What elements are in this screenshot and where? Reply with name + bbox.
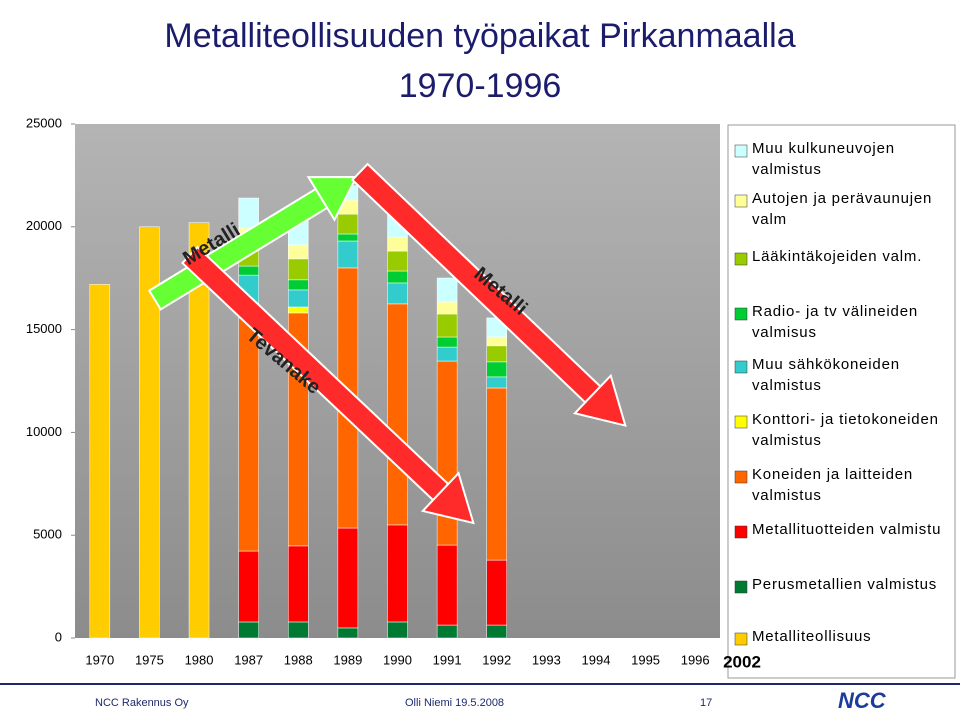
bar-segment: [436, 301, 458, 315]
bar-segment: [337, 233, 359, 242]
legend-swatch: [734, 632, 748, 646]
x-tick-label: 1991: [433, 652, 462, 667]
bar-segment: [387, 236, 408, 252]
bar-segment: [486, 387, 507, 561]
bar-segment: [288, 545, 309, 623]
bar-segment: [238, 550, 259, 623]
arrow: [147, 176, 359, 311]
bar-segment: [387, 270, 408, 284]
bar-segment: [188, 222, 210, 639]
logo: NCC: [838, 688, 887, 713]
bar-segment: [238, 265, 259, 276]
x-tick-label: 1995: [631, 652, 660, 667]
legend-label: Konttori- ja tietokoneiden valmistus: [752, 411, 939, 449]
legend-swatch: [734, 144, 748, 158]
legend-swatch: [734, 415, 748, 429]
legend-swatch: [734, 194, 748, 208]
bar-segment: [486, 345, 507, 363]
x-tick-label: 2002: [723, 652, 761, 671]
bar-segment: [436, 336, 458, 348]
bar-segment: [436, 346, 458, 362]
legend-label: Muu sähkökoneiden valmistus: [752, 356, 900, 394]
chart-subtitle: 1970-1996: [399, 67, 562, 105]
page-number: 17: [700, 697, 712, 709]
bar-segment: [288, 289, 309, 308]
legend-label: Muu kulkuneuvojen valmistus: [752, 140, 895, 178]
bar-segment: [436, 277, 458, 303]
footer-company: NCC Rakennus Oy: [95, 697, 189, 709]
bar-segment: [436, 313, 458, 338]
x-tick-label: 1992: [482, 652, 511, 667]
y-tick-label: 10000: [26, 424, 62, 439]
bar-segment: [238, 621, 259, 639]
bar-segment: [387, 282, 408, 305]
bar-segment: [436, 544, 458, 626]
x-tick-label: 1980: [185, 652, 214, 667]
bar-segment: [387, 250, 408, 272]
x-tick-label: 1987: [234, 652, 263, 667]
legend-swatch: [734, 360, 748, 374]
x-tick-label: 1989: [333, 652, 362, 667]
legend-swatch: [734, 470, 748, 484]
bar-segment: [288, 258, 309, 281]
x-tick-label: 1993: [532, 652, 561, 667]
legend-label: Radio- ja tv välineiden valmisus: [752, 303, 918, 341]
x-tick-label: 1975: [135, 652, 164, 667]
x-tick-label: 1988: [284, 652, 313, 667]
legend-swatch: [734, 525, 748, 539]
legend-label: Perusmetallien valmistus: [752, 576, 938, 593]
x-tick-label: 1994: [582, 652, 611, 667]
bar-segment: [486, 336, 507, 347]
footer-author: Olli Niemi 19.5.2008: [405, 697, 504, 709]
y-tick-label: 15000: [26, 321, 62, 336]
arrow: [181, 245, 475, 525]
bar-segment: [387, 303, 408, 526]
y-tick-label: 5000: [33, 527, 62, 542]
bar-segment: [337, 213, 359, 235]
bar-segment: [337, 627, 359, 639]
legend-label: Autojen ja perävaunujen valm: [752, 190, 933, 228]
legend-box: [727, 124, 956, 679]
bar-segment: [486, 559, 507, 626]
bar-segment: [139, 226, 160, 639]
legend-label: Metalliteollisuus: [752, 628, 872, 645]
bar-segment: [288, 306, 309, 314]
legend-swatch: [734, 580, 748, 594]
bar-segment: [436, 624, 458, 639]
arrow: [350, 162, 627, 427]
bar-segment: [89, 284, 111, 639]
x-tick-label: 1970: [85, 652, 114, 667]
legend-label: Lääkintäkojeiden valm.: [752, 248, 923, 265]
legend-swatch: [734, 307, 748, 321]
bar-segment: [288, 244, 309, 260]
bar-segment: [238, 197, 259, 229]
bar-segment: [387, 524, 408, 623]
legend-label: Koneiden ja laitteiden valmistus: [752, 466, 914, 504]
bar-segment: [387, 621, 408, 639]
bar-segment: [486, 624, 507, 639]
y-tick-label: 0: [55, 629, 62, 644]
y-tick-label: 25000: [26, 115, 62, 130]
bar-segment: [337, 240, 359, 269]
legend-label: Metallituotteiden valmistu: [752, 521, 942, 538]
bar-segment: [238, 317, 259, 552]
x-tick-label: 1996: [681, 652, 710, 667]
y-tick-label: 20000: [26, 218, 62, 233]
legend-swatch: [734, 252, 748, 266]
x-tick-label: 1990: [383, 652, 412, 667]
bar-segment: [337, 527, 359, 629]
bar-segment: [288, 279, 309, 291]
chart-title: Metalliteollisuuden työpaikat Pirkanmaal…: [164, 17, 795, 55]
bar-segment: [486, 361, 507, 378]
bar-segment: [288, 621, 309, 639]
bar-segment: [486, 376, 507, 389]
